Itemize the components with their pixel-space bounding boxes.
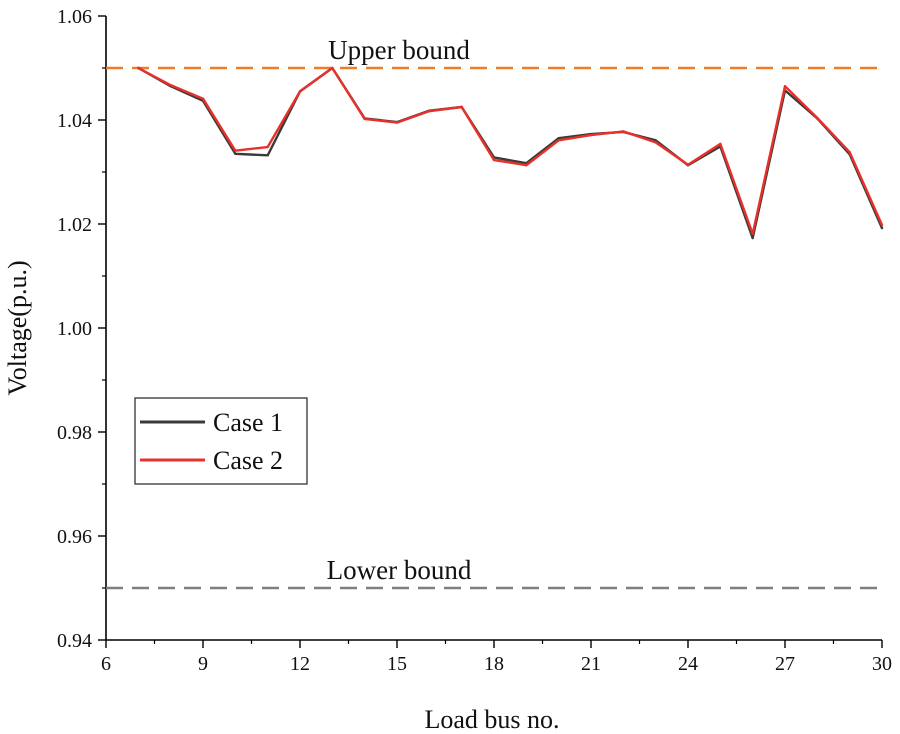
data-point-case-2	[783, 85, 787, 88]
data-point-case-2	[686, 163, 690, 166]
data-point-case-2	[395, 121, 399, 124]
legend-label-case-2: Case 2	[213, 446, 283, 475]
y-tick-label: 0.96	[57, 526, 92, 548]
x-tick-label: 24	[678, 653, 698, 675]
x-tick-label: 12	[290, 653, 310, 675]
data-point-case-2	[492, 158, 496, 162]
y-tick-label: 1.02	[57, 214, 92, 236]
y-tick-label: 1.06	[57, 6, 92, 28]
data-point-case-2	[557, 139, 560, 142]
data-point-case-2	[848, 151, 851, 154]
data-point-case-2	[137, 66, 140, 70]
data-point-case-2	[622, 130, 625, 133]
data-point-case-2	[719, 142, 722, 146]
data-point-case-2	[880, 223, 884, 227]
upper-bound-label: Upper bound	[328, 35, 470, 65]
data-point-case-2	[654, 141, 657, 144]
data-point-case-2	[266, 145, 269, 149]
data-point-case-2	[363, 117, 366, 121]
data-point-case-1	[880, 226, 884, 230]
axes	[105, 16, 882, 641]
y-tick-label: 1.04	[57, 110, 92, 132]
data-point-case-2	[234, 149, 237, 152]
x-tick-label: 30	[872, 653, 892, 675]
data-point-case-1	[234, 152, 237, 155]
data-point-case-2	[816, 116, 819, 120]
lower-bound-label: Lower bound	[327, 555, 472, 585]
x-axis-title: Load bus no.	[424, 705, 559, 734]
legend-box	[134, 397, 308, 485]
data-point-case-2	[298, 90, 302, 93]
data-point-case-2	[751, 232, 754, 236]
data-point-case-2	[201, 97, 205, 100]
data-point-case-2	[525, 164, 528, 167]
data-point-case-2	[169, 83, 172, 87]
y-tick-label: 0.98	[57, 422, 92, 444]
data-point-case-2	[428, 109, 431, 113]
legend: Case 1 Case 2	[134, 397, 308, 485]
x-tick-label: 18	[484, 653, 504, 675]
data-point-case-1	[557, 137, 560, 140]
x-tick-label: 15	[387, 653, 407, 675]
series-line-case-2	[137, 66, 884, 236]
data-point-case-1	[654, 139, 657, 142]
legend-label-case-1: Case 1	[213, 408, 283, 437]
data-point-case-2	[460, 105, 463, 109]
data-point-case-1	[266, 154, 269, 157]
data-point-case-2	[331, 66, 334, 70]
y-tick-label: 1.00	[57, 318, 92, 340]
x-tick-label: 21	[581, 653, 601, 675]
ticks: 6 9 12 15 18 21 24 27 30 0.94 0.96 0.98 1.00 1.02 1.04…	[57, 6, 892, 675]
x-tick-label: 27	[775, 653, 795, 675]
data-point-case-2	[589, 133, 593, 137]
data-point-case-1	[751, 236, 754, 240]
x-tick-label: 9	[198, 653, 208, 675]
series-lines	[137, 66, 884, 240]
y-tick-label: 0.94	[57, 630, 92, 652]
reference-lines: Upper bound Lower bound	[106, 35, 882, 590]
x-tick-label: 6	[101, 653, 111, 675]
y-axis-title: Voltage(p.u.)	[3, 260, 32, 395]
